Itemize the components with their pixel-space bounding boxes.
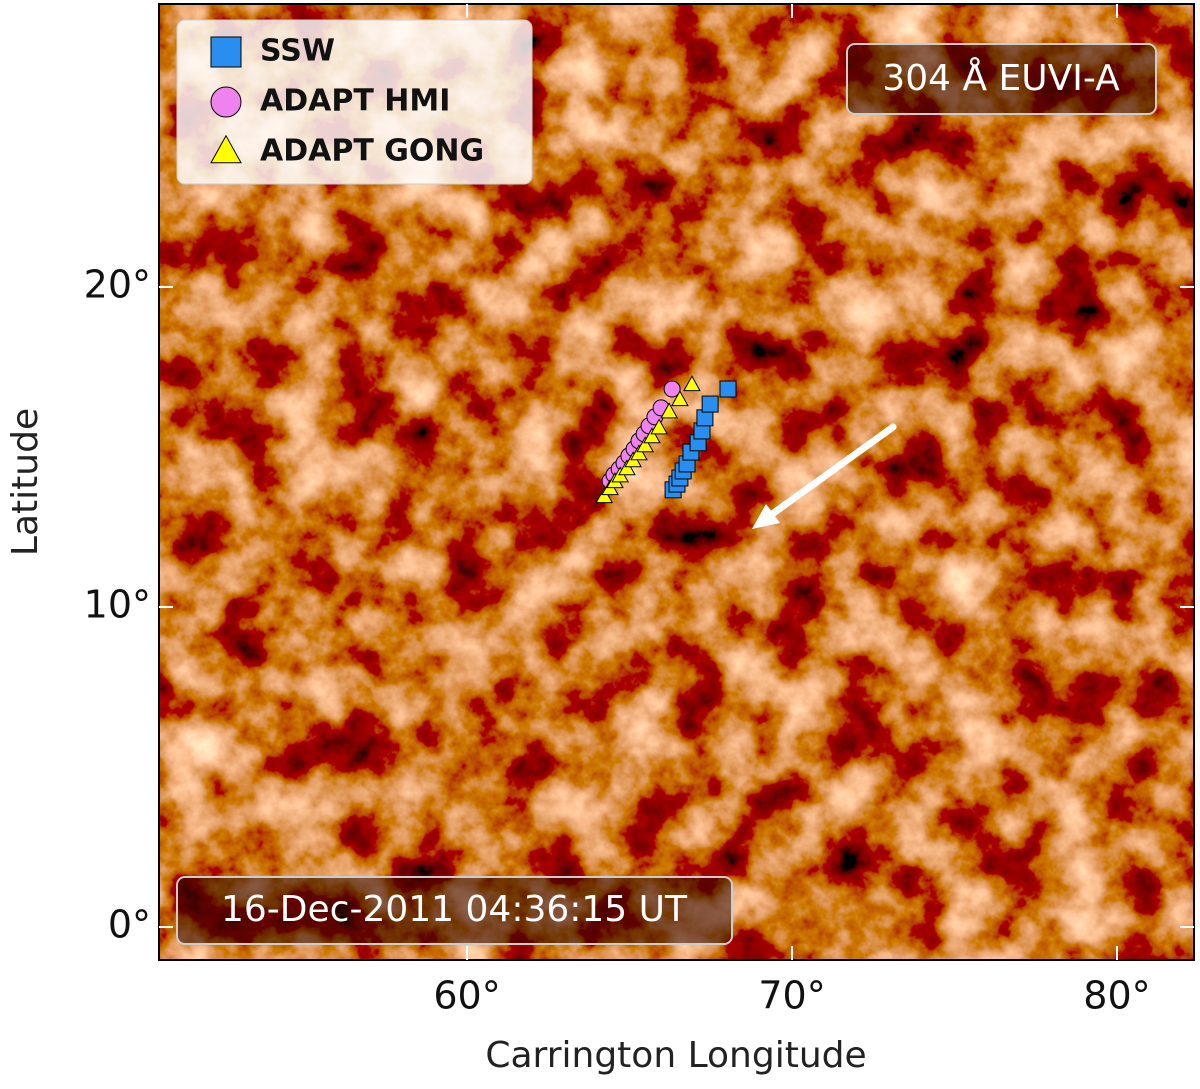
y-tick-label: 10° (84, 582, 151, 626)
marker (663, 380, 681, 398)
legend-box (176, 19, 533, 185)
arrow-head (752, 504, 780, 529)
marker (719, 380, 737, 398)
marker (636, 436, 654, 453)
annotation: 304 Å EUVI-A (882, 56, 1120, 99)
y-axis-label: Latitude (5, 408, 46, 556)
x-axis-label: Carrington Longitude (485, 1035, 866, 1076)
legend-label: ADAPT HMI (260, 84, 450, 119)
marker (210, 36, 242, 68)
annotation-box (846, 43, 1157, 115)
marker (671, 390, 689, 407)
marker (701, 395, 719, 413)
y-tick-label: 20° (84, 262, 151, 306)
marker (618, 459, 636, 476)
marker (595, 487, 614, 504)
legend-label: ADAPT GONG (260, 134, 484, 169)
x-tick-label: 60° (433, 974, 500, 1018)
marker (683, 375, 701, 392)
annotation: 16-Dec-2011 04:36:15 UT (221, 889, 688, 930)
marker (660, 402, 679, 419)
legend-label: SSW (260, 34, 335, 69)
annotation-box (176, 876, 733, 945)
marker (630, 444, 648, 461)
legend: SSW ADAPT HMI ADAPT GONG (176, 19, 533, 185)
x-tick-label: 80° (1083, 974, 1150, 1018)
plot-frame (158, 3, 1195, 961)
marker (210, 86, 242, 118)
y-tick-label: 0° (108, 903, 151, 947)
marker (210, 134, 242, 164)
marker (643, 427, 661, 444)
arrow-shaft (764, 423, 897, 521)
marker (650, 418, 668, 435)
x-tick-label: 70° (758, 974, 825, 1018)
